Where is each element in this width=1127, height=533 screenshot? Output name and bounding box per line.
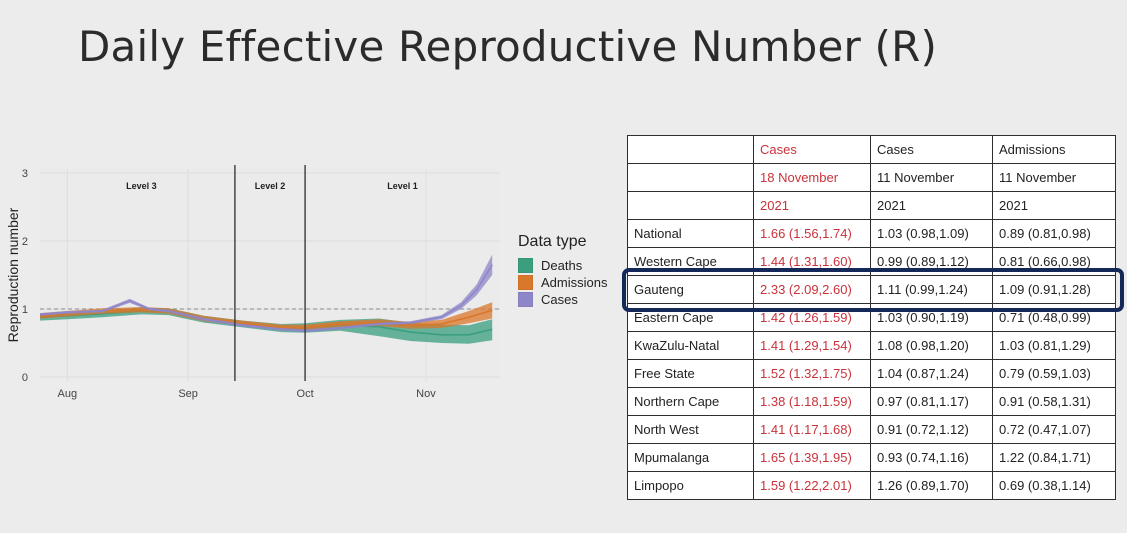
level-label: Level 2 xyxy=(255,181,286,191)
chart-legend: Data type Deaths Admissions Cases xyxy=(518,233,607,308)
legend-label-deaths: Deaths xyxy=(541,258,583,273)
table-header-row-3: 2021 2021 2021 xyxy=(627,191,1116,220)
header-cell xyxy=(627,191,754,220)
x-tick-label: Nov xyxy=(416,388,436,400)
header-cell xyxy=(627,163,754,192)
legend-label-admissions: Admissions xyxy=(541,275,608,290)
y-tick-label: 2 xyxy=(22,236,28,248)
value-cell: 1.26 (0.89,1.70) xyxy=(870,471,993,500)
table-row: Northern Cape 1.38 (1.18,1.59) 0.97 (0.8… xyxy=(627,387,1116,416)
value-cell: 1.44 (1.31,1.60) xyxy=(753,247,871,276)
table-row: Mpumalanga 1.65 (1.39,1.95) 0.93 (0.74,1… xyxy=(627,443,1116,472)
table-row: Western Cape 1.44 (1.31,1.60) 0.99 (0.89… xyxy=(627,247,1116,276)
y-axis-label: Reproduction number xyxy=(5,207,21,342)
value-cell: 1.22 (0.84,1.71) xyxy=(992,443,1116,472)
table-header-row-2: 18 November 11 November 11 November xyxy=(627,163,1116,192)
value-cell: 0.71 (0.48,0.99) xyxy=(992,303,1116,332)
plot-background xyxy=(40,169,500,381)
province-cell: North West xyxy=(627,415,754,444)
value-cell: 1.08 (0.98,1.20) xyxy=(870,331,993,360)
province-cell: National xyxy=(627,219,754,248)
value-cell: 0.81 (0.66,0.98) xyxy=(992,247,1116,276)
x-tick-label: Oct xyxy=(297,388,314,400)
table-row: Eastern Cape 1.42 (1.26,1.59) 1.03 (0.90… xyxy=(627,303,1116,332)
legend-swatch-deaths xyxy=(518,258,533,273)
header-cell xyxy=(627,135,754,164)
province-cell: Mpumalanga xyxy=(627,443,754,472)
level-label: Level 3 xyxy=(126,181,157,191)
table-row-highlighted: Gauteng 2.33 (2.09,2.60) 1.11 (0.99,1.24… xyxy=(627,275,1116,304)
header-cell: 2021 xyxy=(753,191,871,220)
value-cell: 1.59 (1.22,2.01) xyxy=(753,471,871,500)
legend-item-admissions: Admissions xyxy=(518,274,607,291)
table-row: KwaZulu-Natal 1.41 (1.29,1.54) 1.08 (0.9… xyxy=(627,331,1116,360)
reproduction-number-chart: Level 3 Level 2 Level 1 0 1 2 3 Aug Sep Oct Nov Rep… xyxy=(0,165,615,410)
header-cell: 11 November xyxy=(992,163,1116,192)
value-cell: 1.65 (1.39,1.95) xyxy=(753,443,871,472)
table-row: Limpopo 1.59 (1.22,2.01) 1.26 (0.89,1.70… xyxy=(627,471,1116,500)
line-admissions xyxy=(39,308,493,329)
legend-label-cases: Cases xyxy=(541,292,578,307)
chart-canvas: Level 3 Level 2 Level 1 0 1 2 3 Aug Sep Oct Nov Rep… xyxy=(5,165,500,400)
r-estimates-table: Cases Cases Admissions 18 November 11 No… xyxy=(627,135,1116,500)
header-cell: 11 November xyxy=(870,163,993,192)
table-row: National 1.66 (1.56,1.74) 1.03 (0.98,1.0… xyxy=(627,219,1116,248)
province-cell: Western Cape xyxy=(627,247,754,276)
value-cell: 0.89 (0.81,0.98) xyxy=(992,219,1116,248)
value-cell: 1.52 (1.32,1.75) xyxy=(753,359,871,388)
value-cell: 1.03 (0.90,1.19) xyxy=(870,303,993,332)
province-cell: Northern Cape xyxy=(627,387,754,416)
value-cell: 0.79 (0.59,1.03) xyxy=(992,359,1116,388)
legend-item-cases: Cases xyxy=(518,291,607,308)
value-cell: 1.03 (0.81,1.29) xyxy=(992,331,1116,360)
value-cell: 1.04 (0.87,1.24) xyxy=(870,359,993,388)
y-tick-label: 0 xyxy=(22,372,28,384)
header-cell: Cases xyxy=(753,135,871,164)
line-cases xyxy=(39,264,493,332)
value-cell: 0.93 (0.74,1.16) xyxy=(870,443,993,472)
province-cell: Limpopo xyxy=(627,471,754,500)
level-label: Level 1 xyxy=(387,181,418,191)
value-cell: 1.03 (0.98,1.09) xyxy=(870,219,993,248)
value-cell: 1.41 (1.29,1.54) xyxy=(753,331,871,360)
legend-swatch-admissions xyxy=(518,275,533,290)
value-cell: 1.11 (0.99,1.24) xyxy=(870,275,993,304)
x-tick-label: Aug xyxy=(57,388,77,400)
header-cell: Cases xyxy=(870,135,993,164)
value-cell: 0.99 (0.89,1.12) xyxy=(870,247,993,276)
value-cell: 0.97 (0.81,1.17) xyxy=(870,387,993,416)
header-cell: 18 November xyxy=(753,163,871,192)
legend-item-deaths: Deaths xyxy=(518,257,607,274)
value-cell: 1.66 (1.56,1.74) xyxy=(753,219,871,248)
value-cell: 1.41 (1.17,1.68) xyxy=(753,415,871,444)
value-cell: 0.69 (0.38,1.14) xyxy=(992,471,1116,500)
value-cell: 0.72 (0.47,1.07) xyxy=(992,415,1116,444)
header-cell: 2021 xyxy=(992,191,1116,220)
table-row: Free State 1.52 (1.32,1.75) 1.04 (0.87,1… xyxy=(627,359,1116,388)
y-tick-label: 1 xyxy=(22,304,28,316)
x-tick-label: Sep xyxy=(178,388,198,400)
province-cell: Gauteng xyxy=(627,275,754,304)
table-row: North West 1.41 (1.17,1.68) 0.91 (0.72,1… xyxy=(627,415,1116,444)
province-cell: Free State xyxy=(627,359,754,388)
table-header-row-1: Cases Cases Admissions xyxy=(627,135,1116,164)
value-cell: 0.91 (0.72,1.12) xyxy=(870,415,993,444)
slide-title: Daily Effective Reproductive Number (R) xyxy=(78,22,938,71)
value-cell: 1.38 (1.18,1.59) xyxy=(753,387,871,416)
legend-swatch-cases xyxy=(518,292,533,307)
value-cell: 1.09 (0.91,1.28) xyxy=(992,275,1116,304)
header-cell: Admissions xyxy=(992,135,1116,164)
y-tick-label: 3 xyxy=(22,168,28,180)
province-cell: KwaZulu-Natal xyxy=(627,331,754,360)
value-cell: 0.91 (0.58,1.31) xyxy=(992,387,1116,416)
province-cell: Eastern Cape xyxy=(627,303,754,332)
legend-title: Data type xyxy=(518,233,587,250)
value-cell: 1.42 (1.26,1.59) xyxy=(753,303,871,332)
value-cell: 2.33 (2.09,2.60) xyxy=(753,275,871,304)
header-cell: 2021 xyxy=(870,191,993,220)
